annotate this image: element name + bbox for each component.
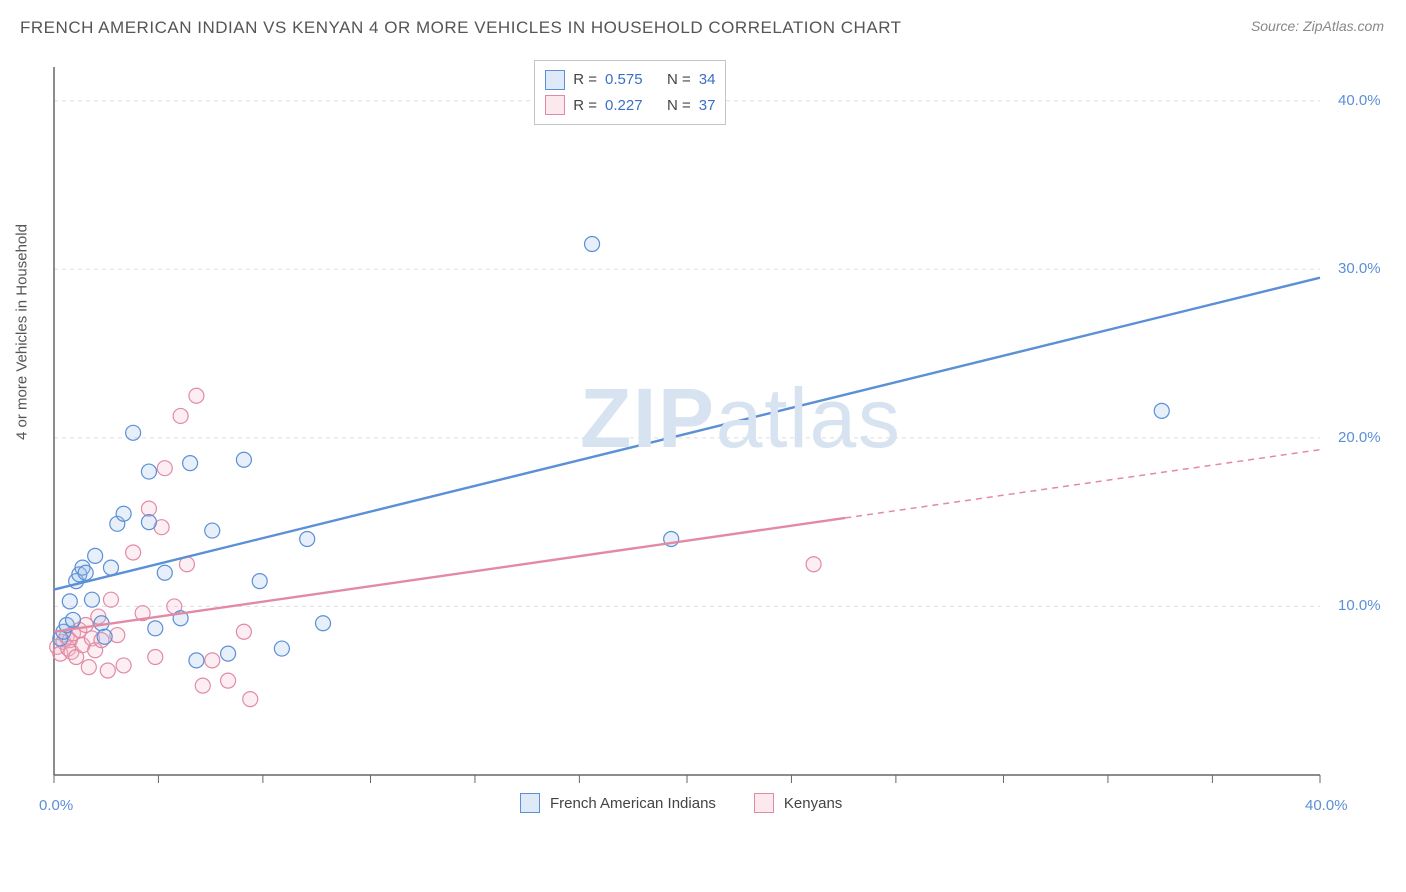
data-point	[81, 660, 96, 675]
r-label: R =	[573, 93, 597, 119]
data-point	[103, 560, 118, 575]
data-point	[585, 237, 600, 252]
n-label: N =	[667, 93, 691, 119]
data-point	[78, 565, 93, 580]
legend-stat-row: R = 0.575 N = 34	[545, 67, 715, 93]
data-point	[62, 594, 77, 609]
trend-line	[54, 518, 845, 632]
data-point	[141, 464, 156, 479]
axis-tick-label: 0.0%	[39, 797, 73, 814]
data-point	[173, 408, 188, 423]
data-point	[84, 592, 99, 607]
scatter-chart-svg	[50, 55, 1380, 825]
data-point	[236, 624, 251, 639]
data-point	[274, 641, 289, 656]
trend-line-dashed	[845, 450, 1320, 518]
legend-series: French American Indians Kenyans	[520, 793, 870, 813]
axis-tick-label: 20.0%	[1338, 429, 1381, 446]
data-point	[116, 506, 131, 521]
data-point	[243, 692, 258, 707]
data-point	[806, 557, 821, 572]
legend-stats: R = 0.575 N = 34 R = 0.227 N = 37	[534, 60, 726, 125]
data-point	[236, 452, 251, 467]
legend-stat-row: R = 0.227 N = 37	[545, 93, 715, 119]
data-point	[1154, 403, 1169, 418]
axis-tick-label: 40.0%	[1305, 797, 1348, 814]
n-label: N =	[667, 67, 691, 93]
data-point	[141, 501, 156, 516]
legend-swatch	[520, 793, 540, 813]
data-point	[189, 653, 204, 668]
legend-swatch	[754, 793, 774, 813]
data-point	[148, 650, 163, 665]
data-point	[205, 653, 220, 668]
chart-title: FRENCH AMERICAN INDIAN VS KENYAN 4 OR MO…	[20, 18, 902, 38]
data-point	[316, 616, 331, 631]
data-point	[157, 565, 172, 580]
data-point	[97, 629, 112, 644]
data-point	[116, 658, 131, 673]
data-point	[103, 592, 118, 607]
n-value: 37	[699, 93, 716, 119]
data-point	[157, 461, 172, 476]
source-attribution: Source: ZipAtlas.com	[1251, 18, 1384, 34]
source-prefix: Source:	[1251, 18, 1303, 34]
data-point	[141, 515, 156, 530]
data-point	[183, 456, 198, 471]
data-point	[126, 545, 141, 560]
n-value: 34	[699, 67, 716, 93]
data-point	[195, 678, 210, 693]
data-point	[221, 673, 236, 688]
axis-tick-label: 10.0%	[1338, 597, 1381, 614]
data-point	[221, 646, 236, 661]
data-point	[126, 425, 141, 440]
trend-line	[54, 278, 1320, 590]
legend-series-label: French American Indians	[550, 795, 716, 812]
legend-swatch	[545, 70, 565, 90]
data-point	[100, 663, 115, 678]
plot-area	[50, 55, 1380, 825]
r-value: 0.227	[605, 93, 659, 119]
legend-series-label: Kenyans	[784, 795, 842, 812]
data-point	[88, 548, 103, 563]
axis-tick-label: 30.0%	[1338, 260, 1381, 277]
r-value: 0.575	[605, 67, 659, 93]
data-point	[148, 621, 163, 636]
r-label: R =	[573, 67, 597, 93]
data-point	[65, 612, 80, 627]
data-point	[300, 532, 315, 547]
axis-tick-label: 40.0%	[1338, 92, 1381, 109]
source-name: ZipAtlas.com	[1303, 18, 1384, 34]
data-point	[252, 574, 267, 589]
data-point	[189, 388, 204, 403]
y-axis-label: 4 or more Vehicles in Household	[14, 224, 31, 440]
legend-swatch	[545, 95, 565, 115]
data-point	[205, 523, 220, 538]
